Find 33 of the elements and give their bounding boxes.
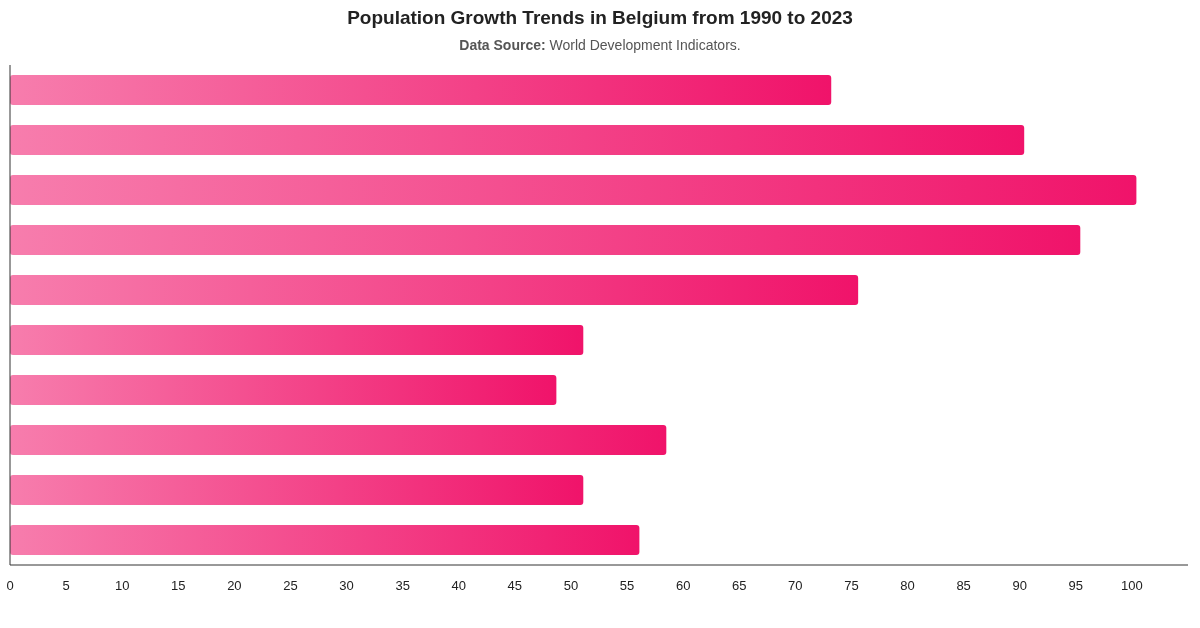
x-tick-label: 55: [619, 578, 635, 593]
x-tick-label: 60: [675, 578, 691, 593]
x-tick-label: 20: [227, 578, 242, 593]
x-tick-label: 90: [1012, 578, 1027, 593]
x-tick-label: 35: [395, 578, 410, 593]
x-tick-label: 15: [171, 578, 186, 593]
bar: [10, 225, 1081, 255]
x-tick-label: 70: [788, 578, 803, 593]
bar: [10, 325, 584, 355]
x-tick-label: 50: [563, 578, 579, 593]
x-tick-label: 95: [1068, 578, 1084, 593]
x-tick-label: 80: [900, 578, 915, 593]
x-tick-label: 5: [62, 578, 70, 593]
chart-subtitle: Data Source: World Development Indicators.: [459, 37, 741, 53]
bar: [10, 75, 832, 105]
bar: [10, 125, 1025, 155]
bar: [10, 525, 640, 555]
x-tick-label: 85: [956, 578, 971, 593]
bar: [10, 475, 584, 505]
x-tick-label: 0: [6, 578, 14, 593]
x-tick-label: 30: [339, 578, 354, 593]
x-tick-label: 65: [732, 578, 747, 593]
bar: [10, 375, 557, 405]
bar: [10, 275, 859, 305]
x-tick-label: 10: [114, 578, 130, 593]
bar: [10, 425, 667, 455]
x-tick-label: 100: [1121, 578, 1143, 593]
x-tick-label: 45: [507, 578, 523, 593]
chart-title: Population Growth Trends in Belgium from 1990 to 2023: [347, 7, 853, 28]
bar: [10, 175, 1137, 205]
x-tick-label: 40: [451, 578, 466, 593]
x-tick-label: 25: [283, 578, 298, 593]
x-tick-label: 75: [844, 578, 859, 593]
